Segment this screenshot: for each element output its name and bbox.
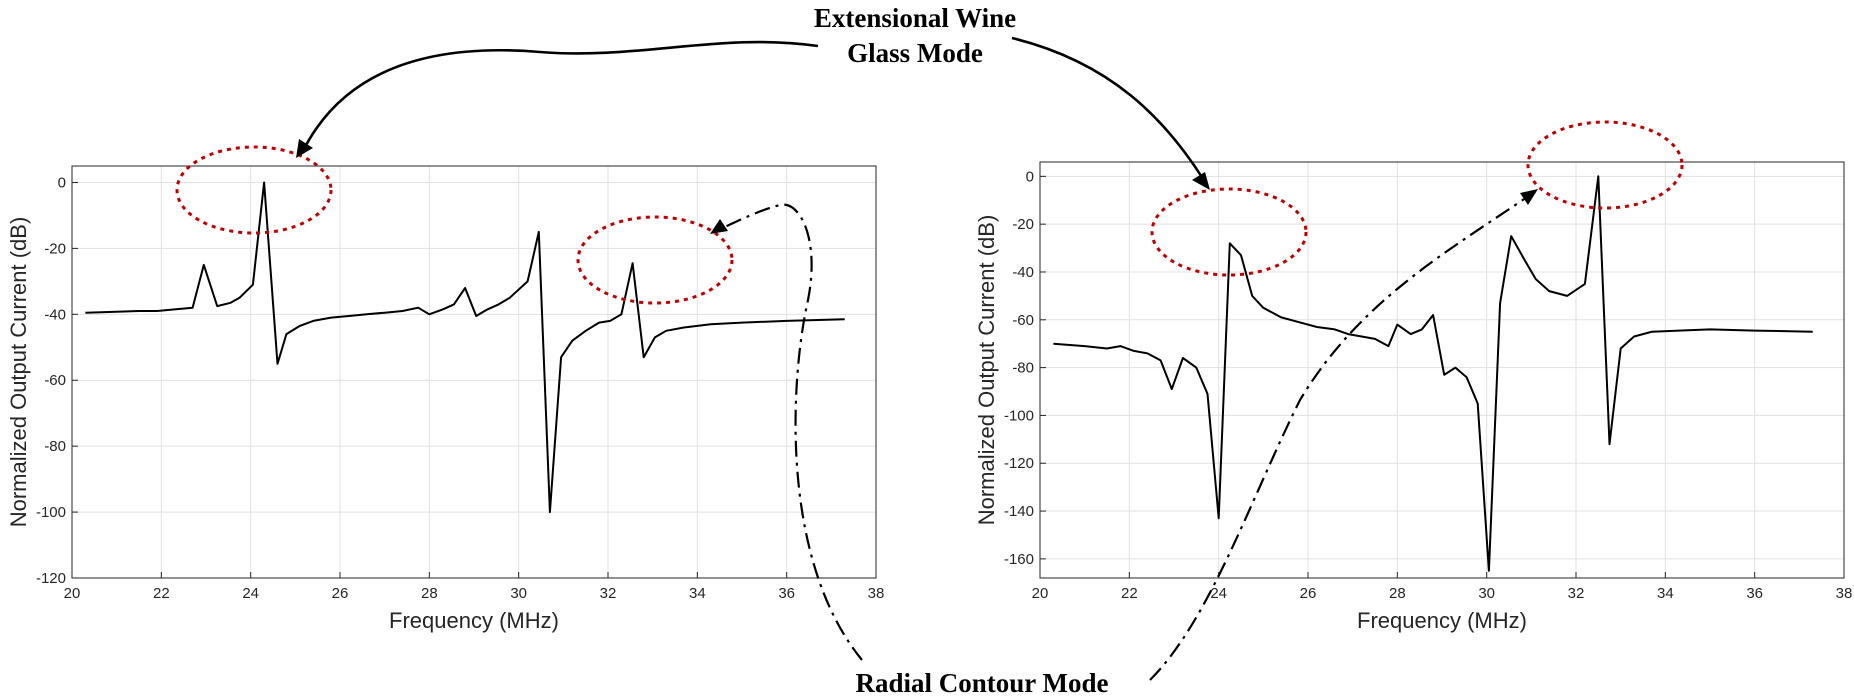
right-ytick-label-2: -40 (1012, 264, 1034, 281)
left-xtick-label-6: 32 (600, 585, 617, 602)
radial-contour-path-right (1149, 194, 1531, 681)
left-xtick-label-1: 22 (153, 585, 170, 602)
radial-contour-path-left (717, 203, 863, 661)
left-xtick-label-7: 34 (689, 585, 706, 602)
right-xtick-label-0: 20 (1032, 585, 1049, 602)
right-xtick-label-2: 24 (1210, 585, 1227, 602)
right-xtick-label-5: 30 (1478, 585, 1495, 602)
arrowhead-radial-left (710, 219, 728, 234)
left-chart: 20 22 24 26 28 30 32 34 36 38 0 -20 -40 -60 -80 -100 -12… (6, 165, 885, 633)
highlight-ellipse-left-24mhz (175, 145, 333, 235)
left-ytick-label-3: -60 (44, 372, 66, 389)
right-xtick-label-3: 26 (1300, 585, 1317, 602)
left-x-axis-label: Frequency (MHz) (389, 608, 559, 633)
right-ytick-label-5: -100 (1004, 407, 1034, 424)
highlight-ellipse-right-32mhz (1526, 120, 1684, 210)
arrowhead-right-ellipse (1192, 172, 1210, 190)
left-xtick-label-0: 20 (64, 585, 81, 602)
right-xtick-label-7: 34 (1657, 585, 1674, 602)
left-ytick-label-5: -100 (36, 504, 66, 521)
right-xtick-label-6: 32 (1568, 585, 1585, 602)
left-y-axis-label: Normalized Output Current (dB) (6, 217, 31, 528)
annotation-extensional-wine: Extensional Wine (814, 3, 1016, 33)
left-ytick-label-0: 0 (58, 174, 66, 191)
right-xtick-label-9: 38 (1836, 585, 1853, 602)
right-ytick-label-0: 0 (1026, 168, 1034, 185)
left-ytick-label-1: -20 (44, 240, 66, 257)
left-xtick-label-9: 38 (868, 585, 885, 602)
right-y-axis-label: Normalized Output Current (dB) (974, 215, 999, 526)
left-axes-box (71, 165, 877, 579)
right-axes-box (1039, 161, 1845, 579)
left-xtick-label-5: 30 (510, 585, 527, 602)
highlight-ellipse-left-32mhz (576, 215, 734, 305)
annotation-radial-contour-mode: Radial Contour Mode (855, 668, 1108, 698)
right-ytick-label-7: -140 (1004, 503, 1034, 520)
left-xtick-label-8: 36 (778, 585, 795, 602)
right-ytick-label-3: -60 (1012, 312, 1034, 329)
left-xtick-label-4: 28 (421, 585, 438, 602)
left-ytick-label-4: -80 (44, 438, 66, 455)
right-xtick-label-4: 28 (1389, 585, 1406, 602)
left-ytick-label-2: -40 (44, 306, 66, 323)
right-ytick-label-4: -80 (1012, 360, 1034, 377)
right-ytick-label-1: -20 (1012, 216, 1034, 233)
right-xtick-label-1: 22 (1121, 585, 1138, 602)
left-ytick-label-6: -120 (36, 570, 66, 587)
right-chart: 20 22 24 26 28 30 32 34 36 38 0 -20 -40 -60 -80 -100 -12… (974, 161, 1853, 633)
left-series-line-0 (85, 181, 845, 514)
annotation-glass-mode: Glass Mode (847, 38, 983, 68)
arrowhead-radial-right (1520, 189, 1538, 205)
arrow-to-left-ellipse (300, 40, 819, 154)
right-ytick-label-8: -160 (1004, 551, 1034, 568)
arrow-to-right-ellipse (1011, 36, 1207, 183)
right-series-line-0 (1053, 175, 1813, 572)
highlight-ellipse-right-24mhz (1150, 187, 1308, 277)
left-xtick-label-2: 24 (242, 585, 259, 602)
left-xtick-label-3: 26 (332, 585, 349, 602)
arrowhead-left-ellipse (296, 139, 313, 158)
right-x-axis-label: Frequency (MHz) (1357, 608, 1527, 633)
right-ytick-label-6: -120 (1004, 455, 1034, 472)
right-xtick-label-8: 36 (1746, 585, 1763, 602)
